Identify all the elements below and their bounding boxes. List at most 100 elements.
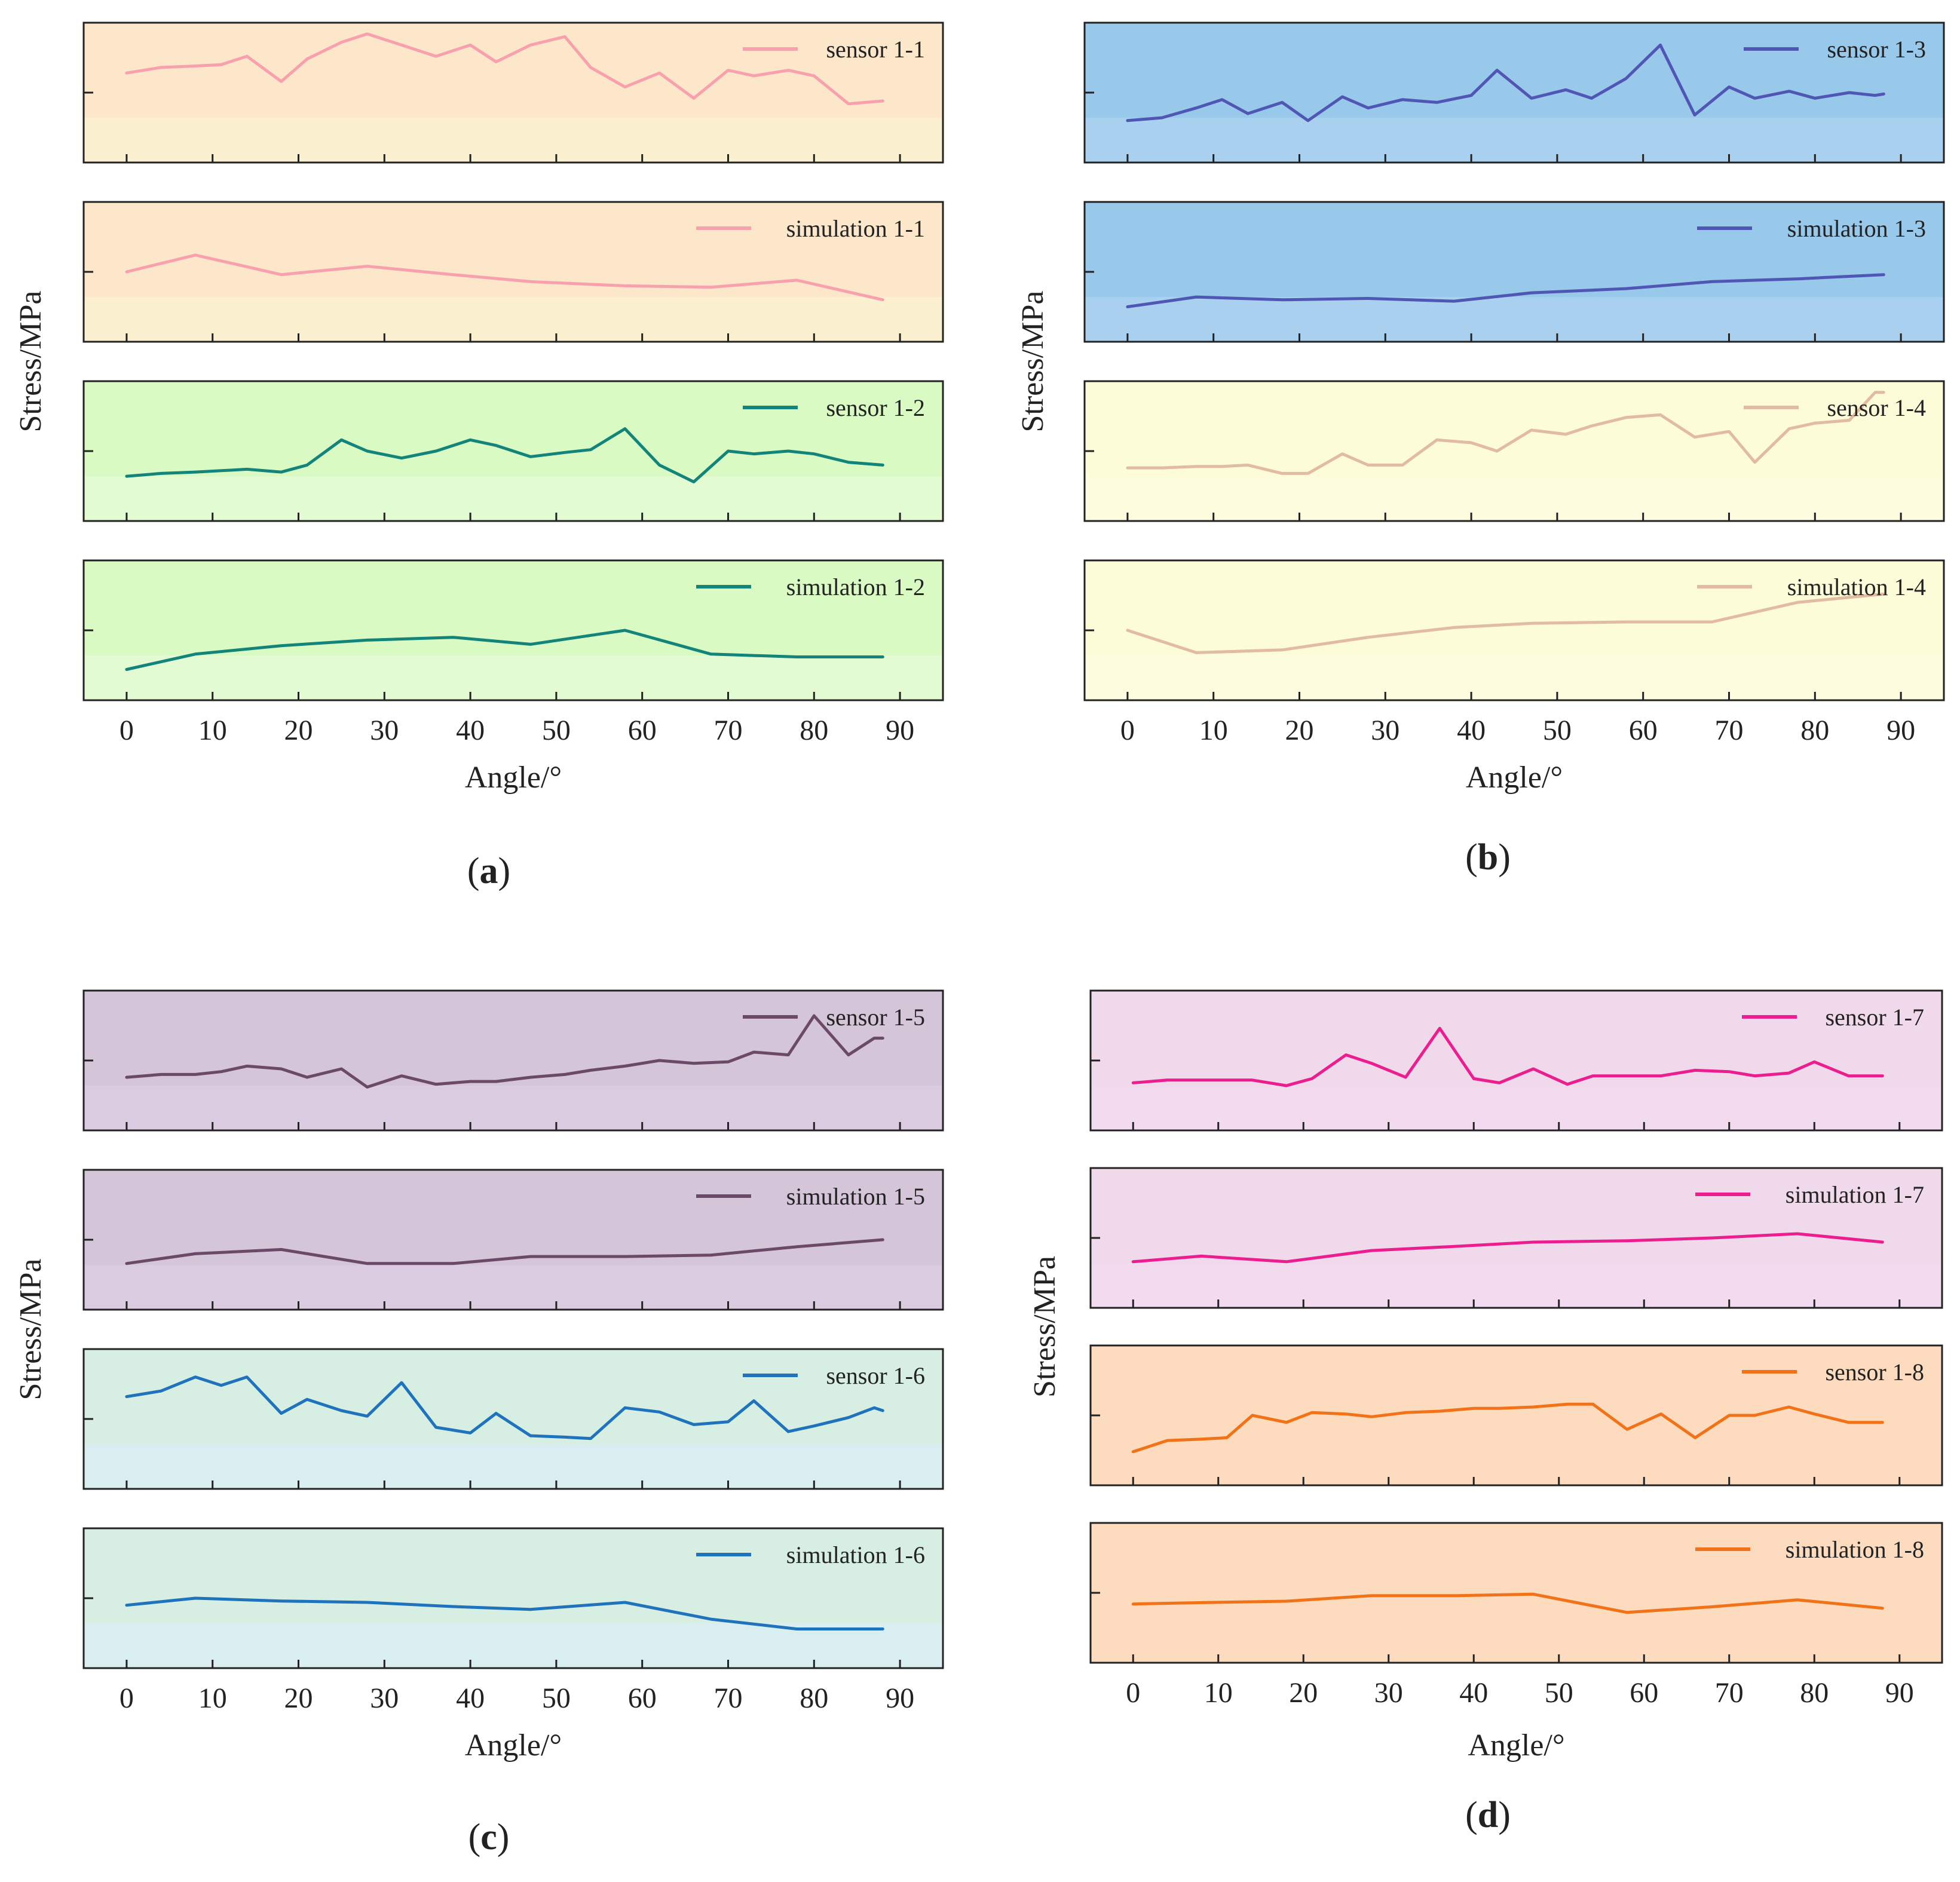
legend-label: simulation 1-7	[1786, 1181, 1924, 1208]
plot-background-lower	[1091, 1440, 1942, 1485]
subplot-b-3: sensor 1-4	[1083, 380, 1945, 522]
legend-label: sensor 1-7	[1825, 1004, 1924, 1031]
legend-label: simulation 1-8	[1786, 1536, 1924, 1563]
plot-frame	[1089, 989, 1943, 1132]
plot-frame	[1089, 1522, 1943, 1664]
plot-frame	[82, 22, 944, 164]
legend-label: simulation 1-4	[1787, 574, 1926, 600]
panel-label-open: (	[468, 1817, 481, 1858]
chart-panel-d: sensor 1-7 simulation 1-7 sensor 1-8 simula…	[1028, 989, 1943, 1835]
x-tick-label: 20	[1285, 715, 1314, 746]
series-line	[1126, 592, 1885, 654]
x-tick-label: 0	[120, 715, 134, 746]
plot-frame	[1083, 380, 1945, 522]
subplot-a-1: sensor 1-1	[82, 22, 944, 164]
subplot-c-4: simulation 1-6	[82, 1527, 944, 1669]
x-tick-label: 50	[1545, 1677, 1573, 1709]
plot-frame	[1083, 22, 1945, 164]
series-line	[125, 1238, 884, 1265]
series-line	[125, 629, 884, 671]
panel-label: (b)	[1465, 837, 1511, 878]
legend-label: sensor 1-3	[1827, 36, 1926, 63]
plot-frame	[1083, 559, 1945, 701]
subplot-b-1: sensor 1-3	[1083, 22, 1945, 164]
subplot-c-1: sensor 1-5	[82, 989, 944, 1132]
series-line	[125, 427, 884, 483]
x-tick-label: 10	[198, 1682, 227, 1714]
y-axis-title: Stress/MPa	[14, 291, 48, 433]
plot-background-lower	[84, 476, 943, 521]
plot-background-lower	[1085, 655, 1944, 700]
x-tick-label: 70	[1715, 715, 1744, 746]
plot-frame	[82, 380, 944, 522]
x-tick-label: 0	[1120, 715, 1135, 746]
x-tick-label: 0	[120, 1682, 134, 1714]
y-axis-title: Stress/MPa	[1028, 1256, 1062, 1397]
subplot-b-2: simulation 1-3	[1083, 201, 1945, 343]
series-line	[1126, 391, 1885, 475]
x-axis-title: Angle/°	[1468, 1728, 1564, 1763]
x-tick-label: 30	[370, 715, 399, 746]
legend-label: simulation 1-5	[786, 1183, 925, 1210]
plot-background-lower	[84, 1265, 943, 1310]
panel-label-open: (	[467, 851, 480, 891]
subplot-d-4: simulation 1-8	[1089, 1522, 1943, 1664]
x-tick-label: 20	[1289, 1677, 1318, 1709]
plot-frame	[82, 989, 944, 1132]
x-tick-label: 80	[1800, 715, 1829, 746]
series-line	[125, 32, 884, 106]
subplot-a-2: simulation 1-1	[82, 201, 944, 343]
panel-label-close: )	[498, 851, 511, 891]
x-tick-label: 70	[714, 1682, 743, 1714]
plot-background-lower	[1091, 1086, 1942, 1130]
panel-label-letter: a	[480, 851, 498, 891]
series-line	[1131, 1026, 1884, 1087]
x-tick-label: 0	[1126, 1677, 1140, 1709]
plot-frame	[82, 1348, 944, 1490]
x-tick-label: 40	[456, 715, 485, 746]
subplot-d-3: sensor 1-8	[1089, 1344, 1943, 1486]
x-tick-label: 90	[886, 1682, 914, 1714]
plot-background-lower	[84, 1444, 943, 1489]
subplot-a-3: sensor 1-2	[82, 380, 944, 522]
x-tick-label: 30	[1371, 715, 1399, 746]
x-tick-label: 90	[1886, 715, 1915, 746]
plot-background-lower	[84, 1623, 943, 1668]
x-axis-title: Angle/°	[465, 1728, 562, 1763]
legend-label: simulation 1-3	[1787, 215, 1926, 242]
subplot-d-1: sensor 1-7	[1089, 989, 1943, 1132]
plot-background-lower	[1085, 118, 1944, 163]
panel-label-letter: d	[1478, 1795, 1498, 1835]
x-tick-label: 80	[1800, 1677, 1829, 1709]
x-tick-label: 50	[542, 1682, 571, 1714]
x-tick-label: 30	[1374, 1677, 1403, 1709]
plot-frame	[1089, 1167, 1943, 1309]
x-tick-label: 10	[1199, 715, 1228, 746]
x-tick-label: 60	[1630, 1677, 1658, 1709]
x-tick-label: 70	[714, 715, 743, 746]
x-tick-label: 90	[1885, 1677, 1914, 1709]
panel-label-close: )	[1498, 837, 1511, 878]
legend-label: simulation 1-6	[786, 1541, 925, 1568]
x-axis-title: Angle/°	[465, 761, 562, 795]
x-tick-label: 30	[370, 1682, 399, 1714]
x-tick-label: 20	[284, 1682, 313, 1714]
x-tick-label: 60	[628, 715, 657, 746]
legend-label: sensor 1-6	[826, 1362, 925, 1389]
legend-label: simulation 1-1	[786, 215, 925, 242]
x-tick-label: 10	[198, 715, 227, 746]
plot-background-lower	[84, 655, 943, 700]
x-tick-label: 90	[886, 715, 914, 746]
series-line	[1131, 1592, 1884, 1614]
legend-label: sensor 1-5	[826, 1004, 925, 1031]
plot-frame	[82, 201, 944, 343]
panel-label-letter: c	[480, 1817, 497, 1858]
plot-frame	[82, 559, 944, 701]
subplot-d-2: simulation 1-7	[1089, 1167, 1943, 1309]
x-tick-label: 40	[1457, 715, 1486, 746]
series-line	[1131, 1232, 1884, 1264]
plot-background-lower	[1091, 1618, 1942, 1663]
series-line	[1131, 1402, 1884, 1454]
legend-label: sensor 1-2	[826, 394, 925, 421]
